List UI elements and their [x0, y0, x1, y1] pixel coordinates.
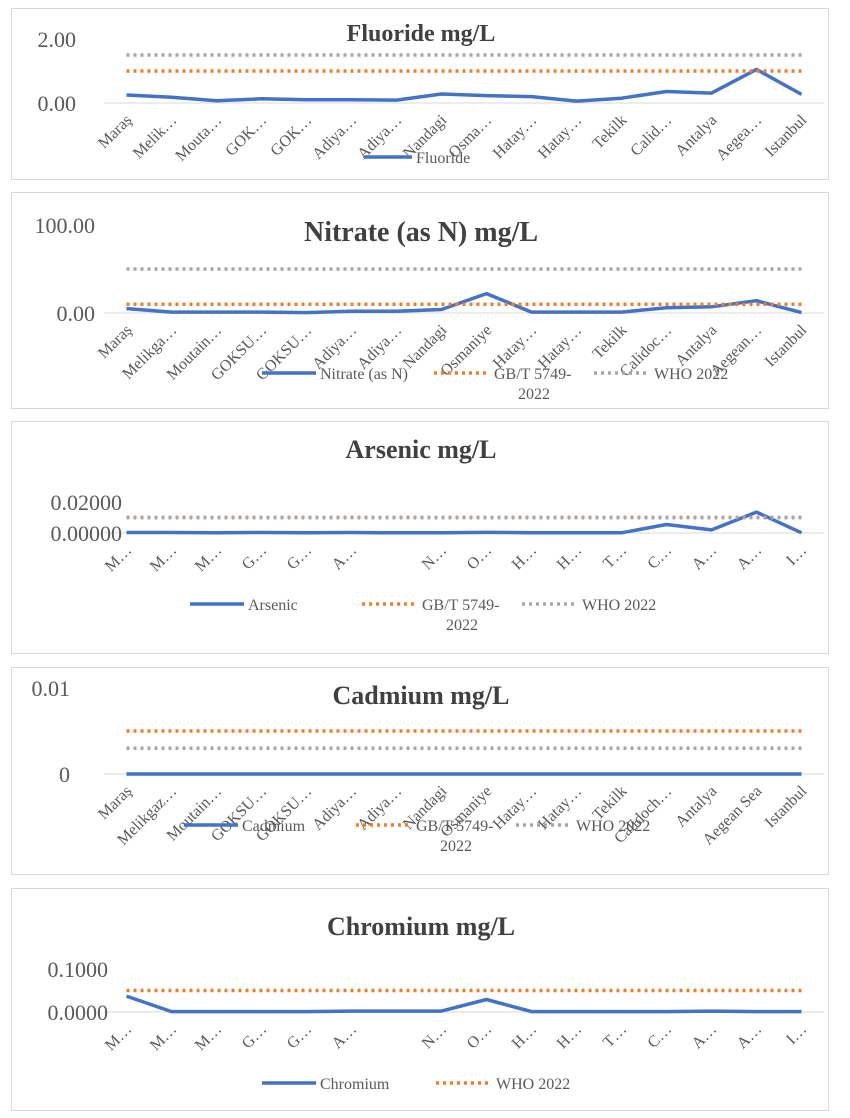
- x-tick-label: O…: [464, 1021, 496, 1053]
- x-tick-label: Hatay…: [490, 322, 540, 372]
- x-tick-label: M…: [192, 542, 225, 575]
- x-tick-label: M…: [102, 542, 135, 575]
- cadmium-chart-panel: Cadmium mg/L 0 0.01 Maraş Melikgaz… Moutain… G…: [11, 667, 829, 875]
- y-tick-label: 0.00000: [51, 521, 123, 546]
- x-tick-label: A…: [734, 1021, 766, 1053]
- x-tick-label: Melik…: [130, 112, 180, 162]
- x-tick-label: A…: [734, 542, 766, 574]
- x-tick-label: G…: [239, 1021, 271, 1053]
- x-tick-label: Hatay…: [535, 112, 585, 162]
- x-tick-label: Istanbul: [762, 111, 811, 160]
- legend-entry: 2022: [440, 838, 472, 855]
- x-tick-label: T…: [600, 1021, 630, 1051]
- cadmium-chart: Cadmium mg/L00.01MaraşMelikgaz…Moutain…G…: [32, 676, 824, 855]
- x-tick-label: Adiya…: [309, 112, 360, 163]
- nitrate-chart: Nitrate (as N) mg/L0.00100.00MaraşMelikg…: [35, 213, 824, 403]
- legend-entry: Arsenic: [248, 597, 298, 614]
- x-tick-label: N…: [419, 1021, 451, 1053]
- x-tick-label: GOK…: [222, 112, 270, 160]
- x-tick-label: M…: [147, 542, 180, 575]
- chart-title: Arsenic mg/L: [346, 435, 497, 464]
- y-tick-label: 0.02000: [51, 490, 123, 515]
- x-tick-label: O…: [464, 542, 496, 574]
- x-tick-label: A…: [689, 542, 721, 574]
- x-tick-label: H…: [554, 542, 586, 574]
- x-tick-label: Mouta…: [172, 112, 225, 165]
- nitrate-chart-panel: Nitrate (as N) mg/L 0.00 100.00 Maraş Melikg…: [11, 192, 829, 409]
- series-line: [126, 291, 802, 315]
- fluoride-chart: Fluoride mg/L0.002.00MaraşMelik…Mouta…GO…: [38, 21, 824, 167]
- y-tick-label: 0.00: [57, 301, 96, 326]
- x-tick-label: M…: [147, 1021, 180, 1054]
- legend-entry: Chromium: [320, 1076, 390, 1093]
- legend-entry: Cadmium: [242, 818, 306, 835]
- y-tick-label: 0.01: [32, 676, 71, 701]
- x-tick-label: I…: [783, 1021, 810, 1048]
- y-tick-label: 0.0000: [48, 1000, 109, 1025]
- arsenic-chart-panel: Arsenic mg/L 0.00000 0.02000 M… M… M… G… G… A… N……: [11, 421, 829, 654]
- chart-title: Fluoride mg/L: [347, 21, 496, 47]
- x-tick-label: Tekilk: [590, 322, 631, 363]
- x-tick-label: Maraş: [95, 783, 135, 823]
- x-tick-label: T…: [600, 542, 630, 572]
- x-tick-label: Adiya…: [354, 112, 405, 163]
- series-line: [126, 510, 803, 535]
- x-tick-label: Maraş: [95, 322, 135, 362]
- x-tick-label: G…: [284, 542, 316, 574]
- y-tick-label: 0.00: [38, 91, 77, 116]
- x-tick-label: C…: [644, 542, 675, 573]
- x-tick-label: Istanbul: [762, 782, 811, 831]
- x-tick-label: H…: [509, 1021, 541, 1053]
- legend-entry: Nitrate (as N): [320, 366, 408, 383]
- legend-entry: GB/T 5749-: [416, 818, 493, 835]
- x-tick-label: A…: [329, 542, 361, 574]
- x-tick-label: Hatay…: [535, 322, 585, 372]
- legend-entry: WHO 2022: [654, 366, 728, 383]
- x-tick-label: N…: [419, 542, 451, 574]
- x-tick-label: G…: [239, 542, 271, 574]
- x-tick-label: H…: [554, 1021, 586, 1053]
- legend-entry: WHO 2022: [582, 597, 656, 614]
- x-tick-label: GOK…: [267, 112, 315, 160]
- x-tick-label: Aegea…: [713, 112, 765, 164]
- arsenic-chart: Arsenic mg/L 0.00000 0.02000 M… M… M… G… G… A… N……: [51, 435, 824, 634]
- chromium-chart-panel: Chromium mg/L 0.0000 0.1000 M… M… M… G… G… A… N… O…: [11, 888, 829, 1111]
- x-tick-label: I…: [783, 542, 810, 569]
- chromium-chart: Chromium mg/L 0.0000 0.1000 M… M… M… G… G… A… N… O…: [48, 912, 824, 1093]
- legend-entry: GB/T 5749-: [494, 366, 571, 383]
- x-tick-label: Calid…: [627, 112, 675, 160]
- legend-entry: WHO 2022: [496, 1076, 570, 1093]
- x-tick-label: Hatay…: [490, 112, 540, 162]
- x-tick-label: M…: [102, 1021, 135, 1054]
- chart-title: Chromium mg/L: [327, 912, 515, 941]
- x-tick-label: H…: [509, 542, 541, 574]
- legend-entry: 2022: [518, 386, 550, 403]
- chart-title: Cadmium mg/L: [333, 681, 510, 710]
- y-tick-label: 100.00: [35, 213, 96, 238]
- x-tick-label: Tekilk: [590, 112, 631, 153]
- chart-title: Nitrate (as N) mg/L: [304, 217, 538, 248]
- legend-entry: Fluoride: [416, 150, 470, 167]
- fluoride-chart-panel: Fluoride mg/L 0.00 2.00 Maraş Melik… Mouta… GO…: [11, 8, 829, 180]
- x-tick-label: M…: [192, 1021, 225, 1054]
- x-tick-label: G…: [284, 1021, 316, 1053]
- x-tick-label: Istanbul: [762, 321, 811, 370]
- legend-entry: GB/T 5749-: [422, 597, 499, 614]
- y-tick-label: 0.1000: [48, 957, 109, 982]
- y-tick-label: 2.00: [38, 27, 77, 52]
- y-tick-label: 0: [59, 762, 70, 787]
- legend-entry: WHO 2022: [576, 818, 650, 835]
- x-tick-label: A…: [329, 1021, 361, 1053]
- legend-entry: 2022: [446, 617, 478, 634]
- x-tick-label: C…: [644, 1021, 675, 1052]
- series-line: [125, 994, 802, 1014]
- x-tick-label: Maraş: [95, 112, 135, 152]
- x-tick-label: A…: [689, 1021, 721, 1053]
- series-line: [126, 67, 803, 103]
- x-tick-label: Adiya…: [309, 783, 360, 834]
